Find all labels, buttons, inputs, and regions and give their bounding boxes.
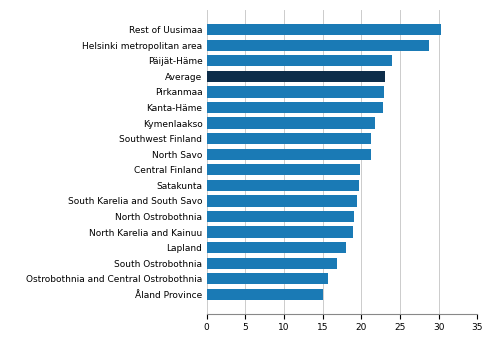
Bar bbox=[207, 86, 384, 98]
Bar bbox=[207, 102, 383, 113]
Bar bbox=[207, 242, 346, 253]
Bar bbox=[207, 55, 392, 66]
Bar bbox=[207, 149, 370, 160]
Bar bbox=[207, 289, 323, 300]
Bar bbox=[207, 133, 370, 144]
Bar bbox=[207, 40, 430, 51]
Bar bbox=[207, 226, 353, 238]
Bar bbox=[207, 257, 337, 269]
Bar bbox=[207, 180, 359, 191]
Bar bbox=[207, 211, 354, 222]
Bar bbox=[207, 195, 357, 207]
Bar bbox=[207, 273, 328, 284]
Bar bbox=[207, 71, 385, 82]
Bar bbox=[207, 164, 361, 175]
Bar bbox=[207, 24, 441, 35]
Bar bbox=[207, 117, 375, 129]
